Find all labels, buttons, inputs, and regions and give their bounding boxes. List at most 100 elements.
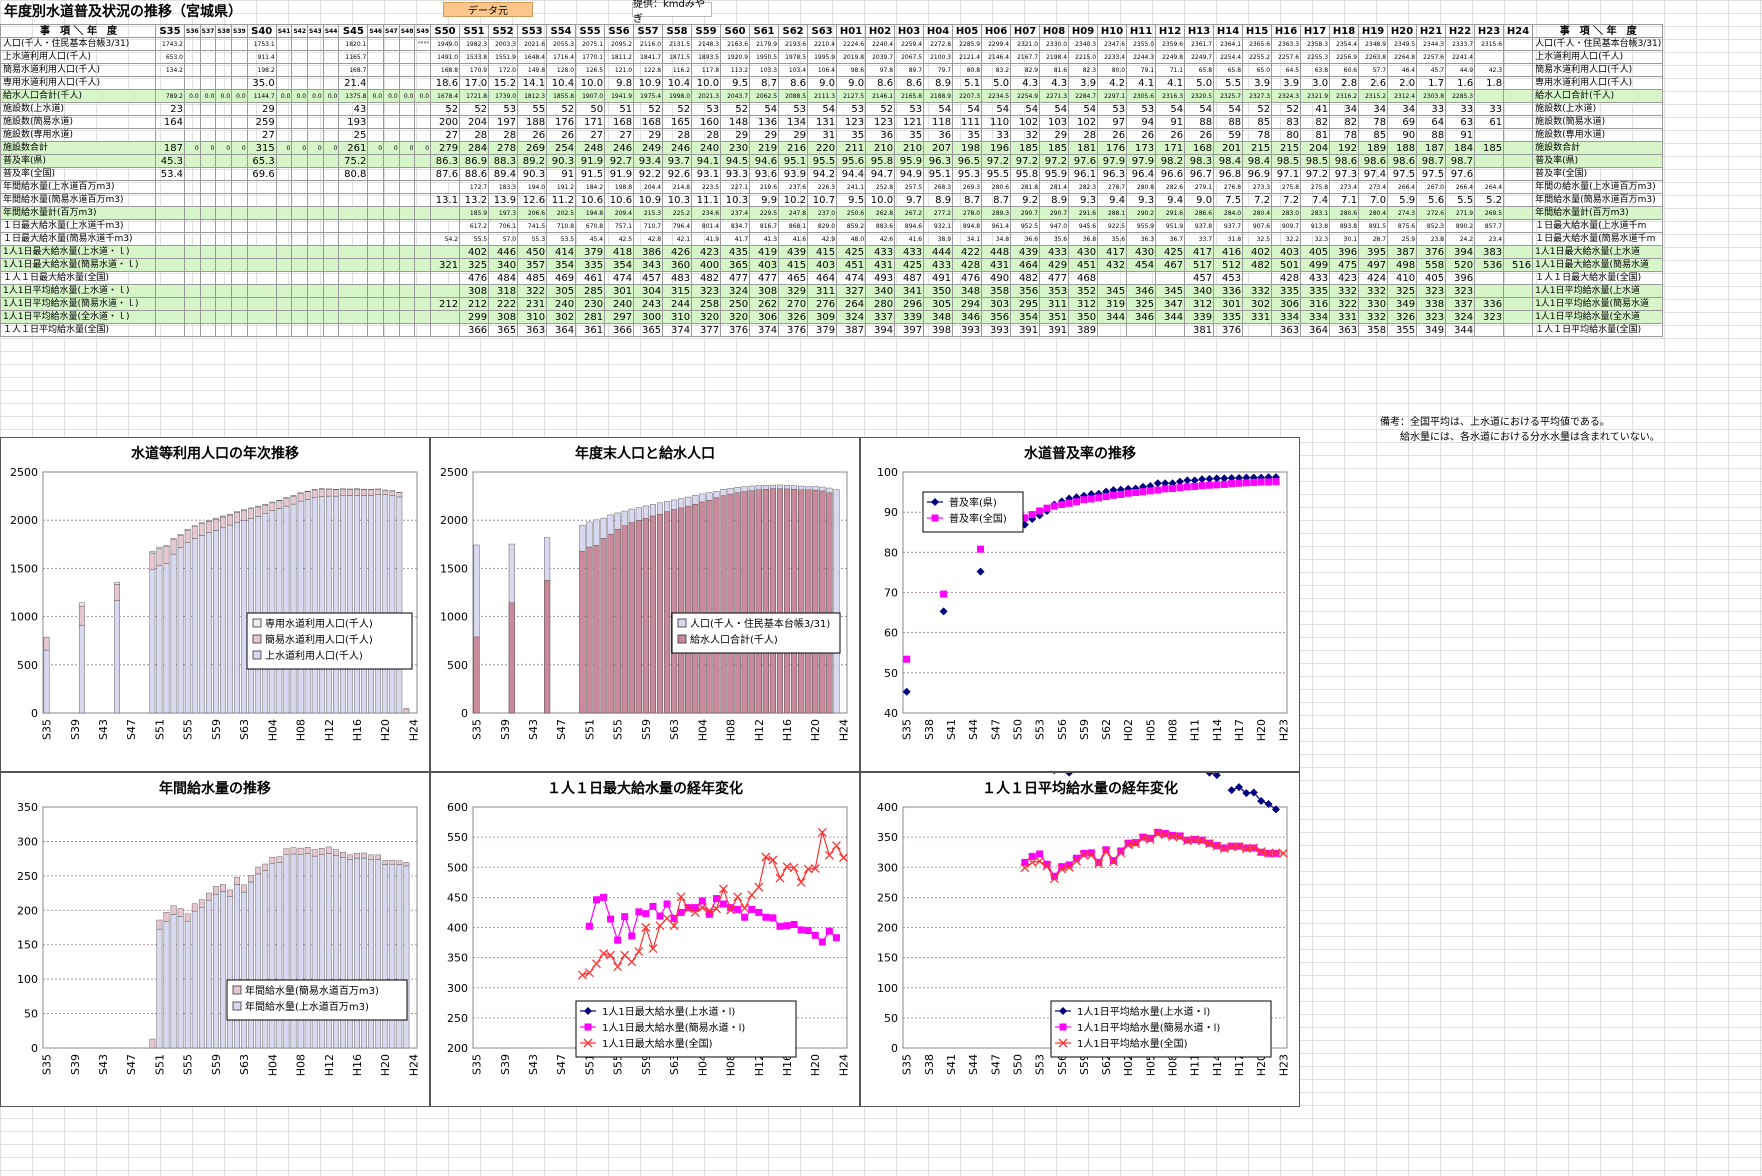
table-cell[interactable] <box>231 115 248 129</box>
year-header[interactable]: H24 <box>1503 24 1534 38</box>
table-cell[interactable] <box>155 297 185 311</box>
table-cell[interactable]: 10.9 <box>633 193 664 207</box>
table-cell[interactable]: 269.5 <box>1474 206 1505 220</box>
table-cell[interactable]: 41.6 <box>894 232 925 246</box>
table-cell[interactable]: 8.7 <box>749 76 780 90</box>
table-cell[interactable]: 2075.1 <box>575 37 606 51</box>
table-cell[interactable]: 188 <box>1387 141 1418 155</box>
table-cell[interactable]: 80 <box>1271 128 1302 142</box>
year-header[interactable]: S57 <box>633 24 664 38</box>
table-cell[interactable]: 32.3 <box>1300 232 1331 246</box>
table-cell[interactable]: 357 <box>517 258 548 272</box>
table-cell[interactable]: 857.7 <box>1474 219 1505 233</box>
table-cell[interactable]: 220 <box>807 141 838 155</box>
table-cell[interactable] <box>184 180 201 194</box>
table-cell[interactable]: 200 <box>430 115 461 129</box>
table-cell[interactable] <box>231 76 248 90</box>
table-cell[interactable]: 92.6 <box>662 167 693 181</box>
table-cell[interactable]: 29 <box>749 128 780 142</box>
table-cell[interactable]: 432 <box>1097 258 1128 272</box>
table-cell[interactable]: 28.7 <box>1358 232 1389 246</box>
table-cell[interactable]: 78 <box>1242 128 1273 142</box>
table-cell[interactable] <box>291 76 309 90</box>
table-cell[interactable] <box>307 206 324 220</box>
table-cell[interactable] <box>398 180 416 194</box>
table-cell[interactable] <box>398 50 416 64</box>
table-cell[interactable]: 53 <box>894 102 925 116</box>
table-cell[interactable] <box>307 323 324 337</box>
table-cell[interactable]: 94 <box>1126 115 1157 129</box>
table-cell[interactable]: 419 <box>749 245 780 259</box>
table-cell[interactable] <box>1155 323 1186 337</box>
table-cell[interactable]: 1907.0 <box>575 89 606 103</box>
table-cell[interactable]: 168.7 <box>338 63 369 77</box>
table-cell[interactable]: 274.3 <box>1387 206 1418 220</box>
table-cell[interactable]: 91 <box>1155 115 1186 129</box>
table-cell[interactable] <box>199 63 217 77</box>
table-cell[interactable]: 64 <box>1416 115 1447 129</box>
table-cell[interactable] <box>383 310 400 324</box>
table-cell[interactable] <box>322 297 340 311</box>
table-cell[interactable]: 431 <box>865 258 896 272</box>
table-cell[interactable]: 3.0 <box>1300 76 1331 90</box>
table-cell[interactable]: 103.4 <box>778 63 809 77</box>
table-cell[interactable]: 444 <box>923 245 954 259</box>
year-header[interactable]: H12 <box>1155 24 1186 38</box>
table-cell[interactable]: 53 <box>836 102 867 116</box>
table-cell[interactable]: 391 <box>1039 323 1070 337</box>
table-cell[interactable] <box>1474 271 1505 285</box>
year-header[interactable]: S39 <box>231 24 248 38</box>
row-label-right[interactable]: 年間給水量計(百万m3) <box>1532 206 1664 220</box>
table-cell[interactable]: 947.0 <box>1039 219 1070 233</box>
table-cell[interactable]: 2365.6 <box>1242 37 1273 51</box>
table-cell[interactable] <box>1503 102 1534 116</box>
table-cell[interactable]: 94.9 <box>894 167 925 181</box>
table-cell[interactable] <box>199 323 217 337</box>
table-cell[interactable] <box>322 102 340 116</box>
table-cell[interactable]: 2163.6 <box>720 37 751 51</box>
table-cell[interactable]: 98.6 <box>1387 154 1418 168</box>
table-cell[interactable]: 337 <box>865 310 896 324</box>
table-cell[interactable]: 348 <box>923 310 954 324</box>
table-cell[interactable]: 261 <box>338 141 369 155</box>
table-cell[interactable]: 36.3 <box>1126 232 1157 246</box>
table-cell[interactable]: 2340.3 <box>1068 37 1099 51</box>
table-cell[interactable]: 92.7 <box>604 154 635 168</box>
table-cell[interactable]: 89.2 <box>517 154 548 168</box>
table-cell[interactable] <box>307 271 324 285</box>
table-cell[interactable]: 65.8 <box>1213 63 1244 77</box>
table-cell[interactable]: 2146.4 <box>981 50 1012 64</box>
table-cell[interactable]: 1811.2 <box>604 50 635 64</box>
table-cell[interactable]: 403 <box>1271 245 1302 259</box>
table-cell[interactable]: 2330.0 <box>1039 37 1070 51</box>
table-cell[interactable]: 187 <box>155 141 185 155</box>
table-cell[interactable]: 0.0 <box>383 89 400 103</box>
table-cell[interactable]: 57.7 <box>1358 63 1389 77</box>
table-cell[interactable] <box>291 206 309 220</box>
table-cell[interactable]: 97.5 <box>1387 167 1418 181</box>
table-cell[interactable]: 78 <box>1358 115 1389 129</box>
table-cell[interactable] <box>414 232 432 246</box>
table-cell[interactable]: 278 <box>488 141 519 155</box>
table-cell[interactable] <box>322 76 340 90</box>
table-cell[interactable] <box>199 128 217 142</box>
table-cell[interactable]: 498 <box>1387 258 1418 272</box>
table-cell[interactable] <box>1474 167 1505 181</box>
table-cell[interactable] <box>307 258 324 272</box>
year-header[interactable]: S61 <box>749 24 780 38</box>
table-cell[interactable]: 2355.0 <box>1126 37 1157 51</box>
table-cell[interactable]: 25.9 <box>1387 232 1418 246</box>
row-label-right[interactable]: 簡易水道利用人口(千人) <box>1532 63 1664 77</box>
table-cell[interactable]: 410 <box>1387 271 1418 285</box>
year-header[interactable]: H11 <box>1126 24 1157 38</box>
table-cell[interactable]: 2148.3 <box>691 37 722 51</box>
table-cell[interactable] <box>231 128 248 142</box>
table-cell[interactable] <box>367 167 385 181</box>
table-cell[interactable]: 45.3 <box>155 154 185 168</box>
table-cell[interactable] <box>430 245 461 259</box>
table-cell[interactable]: 491 <box>923 271 954 285</box>
table-cell[interactable]: 54 <box>1010 102 1041 116</box>
table-cell[interactable]: 425 <box>836 245 867 259</box>
table-cell[interactable]: 259 <box>246 115 277 129</box>
table-cell[interactable] <box>199 258 217 272</box>
